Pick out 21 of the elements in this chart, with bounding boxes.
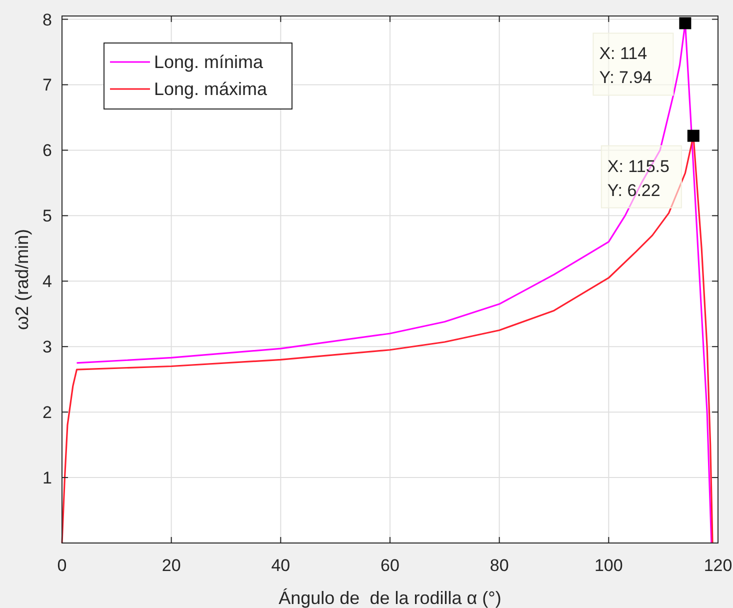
- y-axis-title: ω2 (rad/min): [12, 228, 32, 330]
- y-tick-label: 4: [42, 272, 52, 292]
- y-tick-label: 8: [42, 10, 52, 30]
- y-tick-label: 2: [42, 403, 52, 422]
- x-tick-label: 20: [162, 556, 181, 575]
- x-tick-label: 40: [271, 556, 290, 575]
- y-tick-label: 1: [42, 468, 52, 488]
- x-tick-label: 100: [594, 556, 623, 575]
- y-tick-label: 7: [42, 76, 52, 95]
- annotation: X: 114 Y: 7.94: [599, 44, 652, 88]
- x-tick-label: 120: [704, 556, 732, 575]
- x-tick-label: 0: [57, 556, 67, 575]
- y-tick-label: 3: [42, 338, 52, 357]
- x-axis-title: Ángulo de de la rodilla α (°): [278, 588, 502, 608]
- annotation: X: 115.5 Y: 6.22: [607, 156, 670, 200]
- x-tick-label: 80: [490, 556, 509, 575]
- x-tick-label: 60: [380, 556, 400, 575]
- y-tick-label: 6: [42, 141, 52, 160]
- y-tick-label: 5: [42, 206, 52, 226]
- legend-label: Long. máxima: [154, 79, 268, 99]
- legend-label: Long. mínima: [154, 52, 264, 72]
